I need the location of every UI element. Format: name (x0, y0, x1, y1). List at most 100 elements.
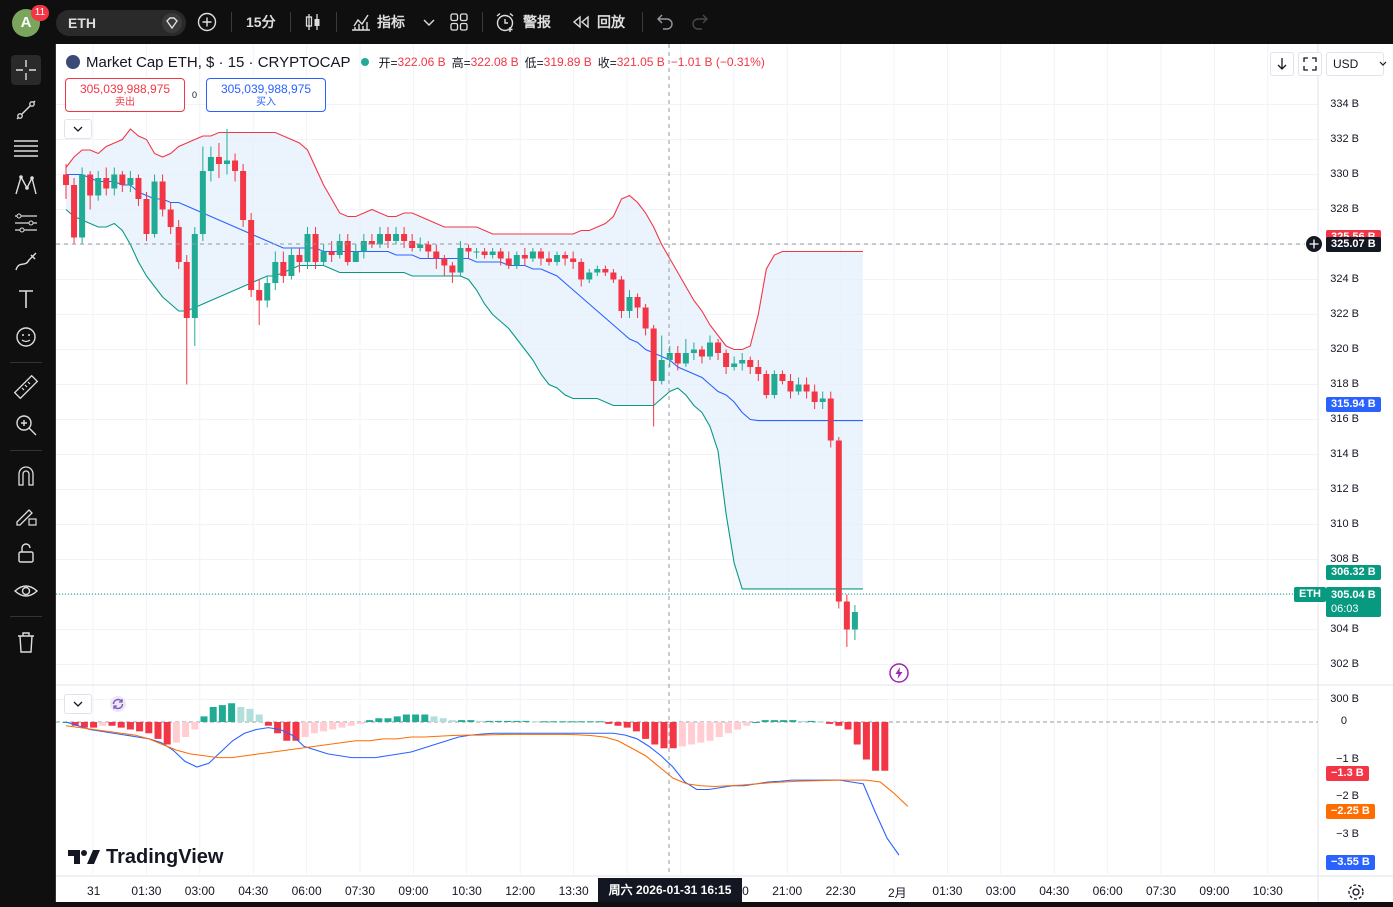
macd-histogram-bar (182, 722, 190, 737)
arrow-down-icon[interactable] (1270, 52, 1294, 76)
add-alert-plus-icon[interactable] (1304, 234, 1324, 254)
candle-body (433, 251, 440, 259)
macd-histogram-bar (605, 722, 613, 724)
magnet-icon[interactable] (11, 461, 41, 491)
time-tick-label: 09:00 (1199, 884, 1230, 898)
emoji-icon[interactable] (11, 322, 41, 352)
bollinger-middle-line (66, 173, 863, 422)
auto-scale-icon[interactable] (1298, 52, 1322, 76)
price-tick-label: 332 B (1330, 132, 1359, 145)
candle-body (755, 367, 762, 374)
text-tool-icon[interactable] (11, 284, 41, 314)
macd-histogram-bar (724, 722, 732, 734)
replay-button[interactable]: 回放 (597, 14, 625, 30)
time-tick-label: 12:00 (505, 884, 536, 898)
collapse-indicator-legend-button[interactable] (64, 694, 92, 714)
macd-histogram-bar (218, 705, 226, 722)
candle-body (385, 234, 391, 241)
crosshair-icon[interactable] (11, 55, 41, 85)
candle-body (441, 258, 448, 266)
macd-histogram-bar (862, 722, 870, 760)
refresh-icon[interactable] (108, 694, 128, 714)
candle-body (827, 398, 834, 441)
candle-body (103, 178, 110, 189)
price-tick-label: 330 B (1330, 167, 1359, 180)
candle-body (513, 255, 520, 266)
undo-icon[interactable] (653, 11, 675, 33)
macd-histogram-bar (430, 716, 438, 722)
sell-button[interactable]: 305,039,988,975 卖出 (65, 78, 185, 112)
candle-body (425, 244, 432, 252)
eye-icon[interactable] (11, 576, 41, 606)
diamond-icon[interactable] (162, 13, 182, 33)
zoom-in-icon[interactable] (11, 410, 41, 440)
notification-badge: 11 (31, 5, 49, 21)
prediction-tools-icon[interactable] (11, 208, 41, 238)
macd-histogram-bar (513, 720, 521, 722)
rewind-icon[interactable] (570, 11, 592, 33)
macd-histogram-bar (255, 714, 263, 722)
toolbar-divider (10, 616, 42, 617)
tradingview-wordmark: TradingView (106, 845, 224, 868)
macd-histogram-bar (99, 722, 107, 726)
macd-histogram-bar (356, 722, 364, 724)
settings-gear-icon[interactable] (1346, 882, 1366, 902)
layouts-grid-icon[interactable] (448, 11, 470, 33)
interval-button[interactable]: 15分 (246, 14, 276, 30)
time-tick-label: 09:00 (398, 884, 429, 898)
macd-histogram-bar (844, 722, 852, 730)
legend-title[interactable]: Market Cap ETH, $ · 15 · CRYPTOCAP (86, 53, 351, 71)
indicators-button[interactable]: 指标 (377, 14, 405, 30)
macd-histogram-bar (145, 722, 153, 734)
alarm-clock-icon[interactable] (494, 11, 516, 33)
candle-body (95, 178, 102, 196)
macd-histogram-bar (688, 722, 696, 745)
macd-histogram-bar (274, 722, 282, 734)
buy-button[interactable]: 305,039,988,975 买入 (206, 78, 326, 112)
macd-histogram-bar (191, 722, 199, 730)
macd-histogram-bar (154, 722, 162, 739)
ruler-icon[interactable] (11, 372, 41, 402)
macd-histogram-bar (264, 722, 272, 726)
brush-icon[interactable] (11, 246, 41, 276)
chevron-down-icon[interactable] (418, 11, 440, 33)
horizontal-lines-icon[interactable] (11, 133, 41, 163)
redo-icon[interactable] (690, 11, 712, 33)
candle-body (731, 363, 738, 367)
trash-icon[interactable] (11, 627, 41, 657)
candle-body (368, 241, 375, 245)
lightning-icon[interactable] (888, 662, 910, 684)
candle-body (473, 251, 480, 253)
indicators-icon[interactable] (350, 11, 372, 33)
time-tick-label: 03:00 (985, 884, 1016, 898)
tradingview-logo[interactable]: TradingView (68, 844, 223, 870)
candle-body (562, 255, 569, 259)
last-price: 305.04 B (1331, 589, 1376, 601)
currency-select[interactable]: USD (1326, 52, 1387, 76)
time-tick-label: 13:30 (558, 884, 589, 898)
price-tick-label: 334 B (1330, 97, 1359, 110)
macd-histogram-bar (136, 722, 144, 732)
macd-pane (56, 703, 1318, 856)
lock-drawing-icon[interactable] (11, 500, 41, 530)
trend-line-icon[interactable] (11, 95, 41, 125)
market-status-dot[interactable] (360, 58, 369, 66)
alerts-button[interactable]: 警报 (523, 14, 551, 30)
candle-body (650, 328, 657, 381)
candle-body (336, 241, 343, 255)
pattern-icon[interactable] (11, 170, 41, 200)
macd-histogram-bar (338, 722, 346, 728)
chart-pane[interactable]: Market Cap ETH, $ · 15 · CRYPTOCAP 开= 32… (55, 44, 1393, 902)
candle-body (248, 220, 255, 290)
add-symbol-icon[interactable] (196, 11, 218, 33)
lock-icon[interactable] (11, 538, 41, 568)
candle-body (215, 157, 222, 164)
collapse-legend-button[interactable] (64, 119, 92, 139)
symbol-search-button[interactable]: ETH (56, 10, 186, 36)
time-tick-label: 06:00 (1092, 884, 1123, 898)
macd-histogram-label: −1.3 B (1326, 766, 1369, 781)
macd-histogram-bar (458, 720, 466, 722)
candlestick-chart-type-icon[interactable] (302, 11, 324, 33)
candle-body (111, 174, 118, 189)
chart-canvas[interactable] (56, 44, 1393, 902)
